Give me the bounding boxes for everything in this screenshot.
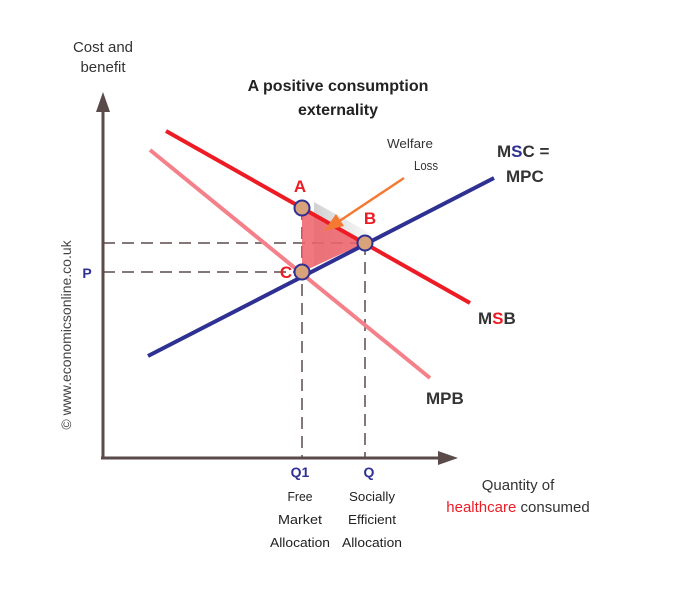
point-b <box>356 234 374 252</box>
x-axis-label-line2: healthcare consumed <box>446 499 589 516</box>
q1-desc-line2: Market <box>278 512 322 527</box>
point-c <box>293 263 311 281</box>
msc-label-social: S <box>511 142 522 161</box>
q1-label: Q1 <box>291 464 310 480</box>
welfare-loss-arrow <box>337 176 405 224</box>
q1-desc-line1: Free <box>288 489 313 504</box>
mpb-label: MPB <box>426 389 464 408</box>
msc-label-suffix: C = <box>523 142 550 161</box>
q1-desc-line3: Allocation <box>270 535 330 550</box>
msb-curve <box>165 129 471 305</box>
mpc-label: MPC <box>506 167 544 186</box>
q-desc-line3: Allocation <box>342 535 402 550</box>
x-axis-label-rest: consumed <box>516 499 589 516</box>
welfare-loss-label-line2: Loss <box>414 158 438 173</box>
y-axis-arrow-icon <box>96 92 110 112</box>
msb-label-suffix: B <box>504 309 516 328</box>
chart-title-line2: externality <box>298 102 378 119</box>
msc-label-prefix: M <box>497 142 511 161</box>
chart-title-line1: A positive consumption <box>248 78 429 95</box>
mpb-curve <box>148 148 432 380</box>
welfare-loss-arrowhead-icon <box>324 214 344 231</box>
msb-label: MSB <box>478 309 516 328</box>
msb-label-prefix: M <box>478 309 492 328</box>
msc-label: MSC = <box>497 142 550 161</box>
welfare-loss-label-line1: Welfare <box>387 136 433 151</box>
point-a-label: A <box>294 177 306 196</box>
q-desc-line2: Efficient <box>348 512 396 527</box>
msc-mpc-curve <box>147 176 495 358</box>
y-axis-label-line1: Cost and <box>73 39 133 56</box>
q-label: Q <box>364 464 375 480</box>
x-axis-arrow-icon <box>438 451 458 465</box>
price-label: P <box>82 265 91 281</box>
y-axis-label-line2: benefit <box>80 59 126 76</box>
x-axis-label-line1: Quantity of <box>482 477 555 494</box>
point-b-label: B <box>364 209 376 228</box>
x-axis-label-highlight: healthcare <box>446 499 516 516</box>
point-c-label: C <box>280 263 292 282</box>
msb-label-social: S <box>492 309 503 328</box>
copyright-text: © www.economicsonline.co.uk <box>58 239 74 429</box>
welfare-loss-triangle <box>302 208 365 272</box>
point-a <box>293 199 311 217</box>
q-desc-line1: Socially <box>349 489 396 504</box>
